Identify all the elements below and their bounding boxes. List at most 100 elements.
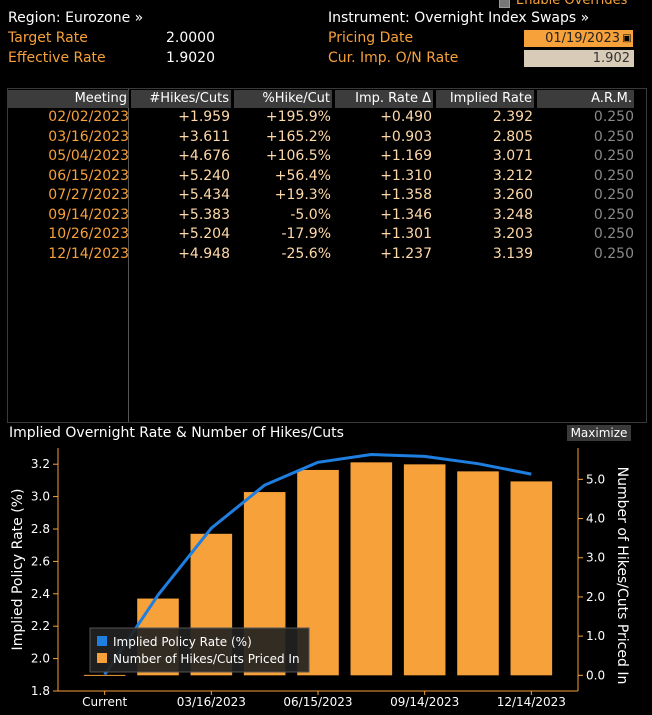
cell-hikes-cuts: +5.434 [178,187,230,203]
cell-meeting-date: 05/04/2023 [48,148,129,164]
instrument-selector[interactable]: Instrument: Overnight Index Swaps » [328,10,590,26]
cell-arm: 0.250 [593,206,634,223]
cell-meeting-date: 07/27/2023 [48,187,129,203]
left-tick-label: 2.8 [31,522,50,536]
left-tick-label: 2.6 [31,554,50,568]
cell-implied-rate: 2.392 [492,109,533,125]
right-tick-label: 4.0 [586,512,605,526]
x-tick-label: 06/15/2023 [283,695,352,709]
left-tick-label: 1.8 [31,684,50,698]
pricing-date-input[interactable]: 01/19/2023 [524,30,624,47]
meetings-table [7,88,647,423]
cell-pct-hike-cut: -5.0% [290,206,331,223]
col-header-pct-hike[interactable]: %Hike/Cut [234,90,332,108]
x-tick-label: 09/14/2023 [390,695,459,709]
cell-meeting-date: 02/02/2023 [48,109,129,125]
enable-overrides-label[interactable]: Enable Overrides [516,0,628,8]
legend-label-bars: Number of Hikes/Cuts Priced In [113,652,300,666]
cur-imp-rate-value: 1.902 [524,50,634,67]
cell-pct-hike-cut: +56.4% [274,167,331,184]
cell-imp-rate-delta: +0.490 [380,109,432,125]
right-axis-title: Number of Hikes/Cuts Priced In [614,467,630,685]
col-header-imp-rate-delta[interactable]: Imp. Rate Δ [335,90,433,108]
cell-arm: 0.250 [593,167,634,184]
cell-arm: 0.250 [593,109,634,125]
cell-pct-hike-cut: +165.2% [265,128,331,145]
x-tick-label: 12/14/2023 [497,695,566,709]
cell-arm: 0.250 [593,187,634,203]
left-tick-label: 2.2 [31,619,50,633]
cell-imp-rate-delta: +1.358 [380,187,432,203]
legend-swatch-line [97,636,107,646]
left-tick-label: 2.0 [31,652,50,666]
cell-imp-rate-delta: +1.237 [380,245,432,262]
cell-implied-rate: 2.805 [492,128,533,145]
left-axis-title: Implied Policy Rate (%) [10,489,26,651]
cell-hikes-cuts: +5.383 [178,206,230,223]
cell-hikes-cuts: +3.611 [178,128,230,145]
cell-hikes-cuts: +4.948 [178,245,230,262]
legend-swatch-bars [97,653,107,663]
cell-implied-rate: 3.260 [492,187,533,203]
cell-hikes-cuts: +5.204 [178,226,230,242]
pricing-date-label: Pricing Date [328,30,414,46]
right-tick-label: 1.0 [586,629,605,643]
bar-hikes-cuts [457,471,499,676]
legend-label-line: Implied Policy Rate (%) [113,635,252,649]
col-header-meeting[interactable]: Meeting [8,90,129,108]
cell-hikes-cuts: +4.676 [178,148,230,164]
cell-implied-rate: 3.071 [492,148,533,164]
cell-arm: 0.250 [593,245,634,262]
cell-pct-hike-cut: +106.5% [265,148,331,164]
cell-hikes-cuts: +1.959 [178,109,230,125]
cell-imp-rate-delta: +1.169 [380,148,432,164]
left-tick-label: 3.2 [31,457,50,471]
x-tick-label: Current [82,695,127,709]
line-implied-policy-rate [103,453,532,676]
combo-chart: 1.8 2.0 2.2 2.4 2.6 2.8 3.0 3.2 0.0 1.0 2.0 3.0 4.0 5… [10,448,630,709]
bar-hikes-cuts [403,464,446,676]
cell-implied-rate: 3.248 [492,206,533,223]
cell-implied-rate: 3.203 [492,226,533,242]
cell-arm: 0.250 [593,226,634,242]
cell-arm: 0.250 [593,128,634,145]
cell-imp-rate-delta: +1.310 [380,167,432,184]
cell-implied-rate: 3.212 [492,167,533,184]
maximize-button[interactable]: Maximize [567,425,631,441]
cell-pct-hike-cut: +19.3% [274,187,331,203]
cell-imp-rate-delta: +1.346 [380,206,432,223]
cell-arm: 0.250 [593,148,634,164]
cur-imp-rate-label: Cur. Imp. O/N Rate [328,50,459,66]
cell-meeting-date: 10/26/2023 [48,226,129,242]
left-tick-label: 3.0 [31,490,50,504]
effective-rate-value: 1.9020 [166,50,215,66]
enable-overrides-checkbox[interactable] [499,0,510,8]
chart-legend [89,627,310,673]
left-tick-label: 2.4 [31,587,50,601]
col-header-arm[interactable]: A.R.M. [537,90,634,108]
cell-pct-hike-cut: -25.6% [281,245,331,262]
column-divider [128,89,129,422]
effective-rate-label: Effective Rate [8,50,106,66]
col-header-implied-rate[interactable]: Implied Rate [436,90,534,108]
right-tick-label: 3.0 [586,551,605,565]
right-tick-label: 5.0 [586,472,605,486]
target-rate-value: 2.0000 [166,30,215,46]
right-tick-label: 2.0 [586,590,605,604]
chart-title: Implied Overnight Rate & Number of Hikes… [9,425,344,441]
cell-meeting-date: 03/16/2023 [48,128,129,145]
cell-imp-rate-delta: +0.903 [380,128,432,145]
calendar-icon[interactable]: ▣ [621,30,633,47]
cell-meeting-date: 09/14/2023 [48,206,129,223]
cell-meeting-date: 06/15/2023 [48,167,129,184]
target-rate-label: Target Rate [8,30,88,46]
right-tick-label: 0.0 [586,668,605,682]
cell-meeting-date: 12/14/2023 [48,245,129,262]
bar-hikes-cuts [350,462,393,676]
cell-imp-rate-delta: +1.301 [380,226,432,242]
col-header-hikes[interactable]: #Hikes/Cuts [131,90,231,108]
region-selector[interactable]: Region: Eurozone » [8,10,144,26]
cell-implied-rate: 3.139 [492,245,533,262]
x-tick-label: 03/16/2023 [177,695,246,709]
bar-hikes-cuts [510,481,553,676]
